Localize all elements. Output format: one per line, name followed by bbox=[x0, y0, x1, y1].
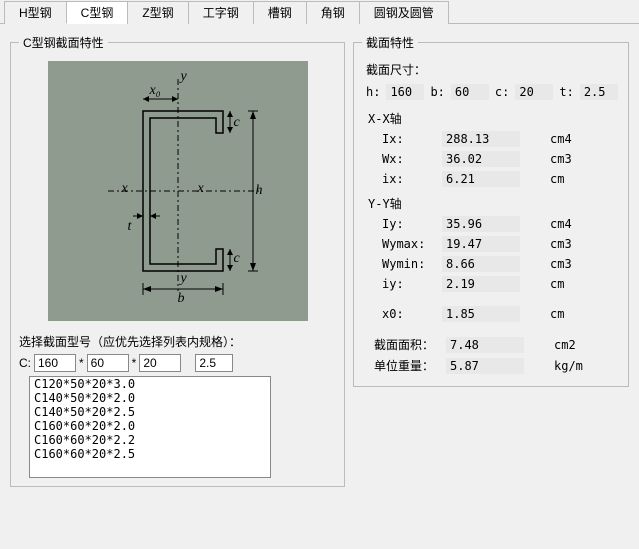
left-group-title: C型钢截面特性 bbox=[19, 34, 108, 51]
Wymin-val: 8.66 bbox=[442, 256, 520, 272]
ix-label: ix: bbox=[382, 172, 442, 186]
Wx-label: Wx: bbox=[382, 152, 442, 166]
iy-val: 2.19 bbox=[442, 276, 520, 292]
x0-label: x0: bbox=[382, 307, 442, 321]
input-b[interactable] bbox=[87, 354, 129, 372]
diag-x-right: x bbox=[198, 181, 204, 197]
tab-c-steel[interactable]: C型钢 bbox=[66, 1, 129, 24]
Wx-val: 36.02 bbox=[442, 151, 520, 167]
xx-title: X-X轴 bbox=[368, 110, 620, 127]
section-diagram: y y x x h b c c t x₀ bbox=[48, 61, 308, 321]
list-item[interactable]: C140*50*20*2.0 bbox=[30, 391, 270, 405]
star1: * bbox=[79, 356, 84, 370]
input-c[interactable] bbox=[139, 354, 181, 372]
list-item[interactable]: C160*60*20*2.2 bbox=[30, 433, 270, 447]
tab-bar: H型钢 C型钢 Z型钢 工字钢 槽钢 角钢 圆钢及圆管 bbox=[0, 0, 639, 24]
Wymin-unit: cm3 bbox=[550, 257, 572, 271]
Wymin-label: Wymin: bbox=[382, 257, 442, 271]
star2: * bbox=[132, 356, 137, 370]
tab-channel[interactable]: 槽钢 bbox=[253, 1, 307, 24]
list-item[interactable]: C140*50*20*2.5 bbox=[30, 405, 270, 419]
wt-unit: kg/m bbox=[554, 359, 583, 373]
x0-val: 1.85 bbox=[442, 306, 520, 322]
diag-c-top: c bbox=[234, 115, 240, 131]
Wymax-unit: cm3 bbox=[550, 237, 572, 251]
Ix-label: Ix: bbox=[382, 132, 442, 146]
c-label: C: bbox=[19, 356, 31, 370]
iy-unit: cm bbox=[550, 277, 564, 291]
dim-c-label: c: bbox=[495, 85, 509, 99]
diag-t: t bbox=[128, 219, 132, 235]
Ix-val: 288.13 bbox=[442, 131, 520, 147]
section-listbox[interactable]: C120*50*20*3.0 C140*50*20*2.0 C140*50*20… bbox=[29, 376, 271, 478]
list-item[interactable]: C160*60*20*2.0 bbox=[30, 419, 270, 433]
left-group: C型钢截面特性 bbox=[10, 34, 345, 487]
x0-unit: cm bbox=[550, 307, 564, 321]
Ix-unit: cm4 bbox=[550, 132, 572, 146]
dim-title: 截面尺寸： bbox=[366, 61, 620, 78]
tab-angle[interactable]: 角钢 bbox=[306, 1, 360, 24]
ix-unit: cm bbox=[550, 172, 564, 186]
ix-val: 6.21 bbox=[442, 171, 520, 187]
diagram-svg bbox=[48, 61, 308, 321]
list-item[interactable]: C120*50*20*3.0 bbox=[30, 377, 270, 391]
wt-val: 5.87 bbox=[446, 358, 524, 374]
Iy-unit: cm4 bbox=[550, 217, 572, 231]
wt-label: 单位重量： bbox=[374, 357, 446, 374]
diag-h: h bbox=[256, 183, 263, 199]
iy-label: iy: bbox=[382, 277, 442, 291]
diag-y-top: y bbox=[181, 69, 187, 85]
dim-c-val: 20 bbox=[515, 84, 553, 100]
diag-x0: x₀ bbox=[150, 83, 161, 99]
dim-h-val: 160 bbox=[386, 84, 424, 100]
tab-z-steel[interactable]: Z型钢 bbox=[127, 1, 188, 24]
dim-h-label: h: bbox=[366, 85, 380, 99]
input-t[interactable] bbox=[195, 354, 233, 372]
diag-b: b bbox=[178, 291, 185, 307]
right-group-title: 截面特性 bbox=[362, 34, 418, 51]
tab-i-steel[interactable]: 工字钢 bbox=[188, 1, 254, 24]
Wx-unit: cm3 bbox=[550, 152, 572, 166]
tab-h-steel[interactable]: H型钢 bbox=[4, 1, 67, 24]
select-label: 选择截面型号（应优先选择列表内规格）： bbox=[19, 333, 336, 350]
diag-x-left: x bbox=[122, 181, 128, 197]
Iy-val: 35.96 bbox=[442, 216, 520, 232]
diag-c-bot: c bbox=[234, 251, 240, 267]
dim-t-label: t: bbox=[559, 85, 573, 99]
area-label: 截面面积： bbox=[374, 336, 446, 353]
area-unit: cm2 bbox=[554, 338, 576, 352]
dim-b-val: 60 bbox=[451, 84, 489, 100]
dim-t-val: 2.5 bbox=[580, 84, 618, 100]
dim-b-label: b: bbox=[430, 85, 444, 99]
Wymax-label: Wymax: bbox=[382, 237, 442, 251]
list-item[interactable]: C160*60*20*2.5 bbox=[30, 447, 270, 461]
tab-round[interactable]: 圆钢及圆管 bbox=[359, 1, 449, 24]
right-group: 截面特性 截面尺寸： h: 160 b: 60 c: 20 t: 2.5 X-X… bbox=[353, 34, 629, 387]
Iy-label: Iy: bbox=[382, 217, 442, 231]
input-h[interactable] bbox=[34, 354, 76, 372]
diag-y-bot: y bbox=[181, 271, 187, 287]
Wymax-val: 19.47 bbox=[442, 236, 520, 252]
yy-title: Y-Y轴 bbox=[368, 195, 620, 212]
area-val: 7.48 bbox=[446, 337, 524, 353]
